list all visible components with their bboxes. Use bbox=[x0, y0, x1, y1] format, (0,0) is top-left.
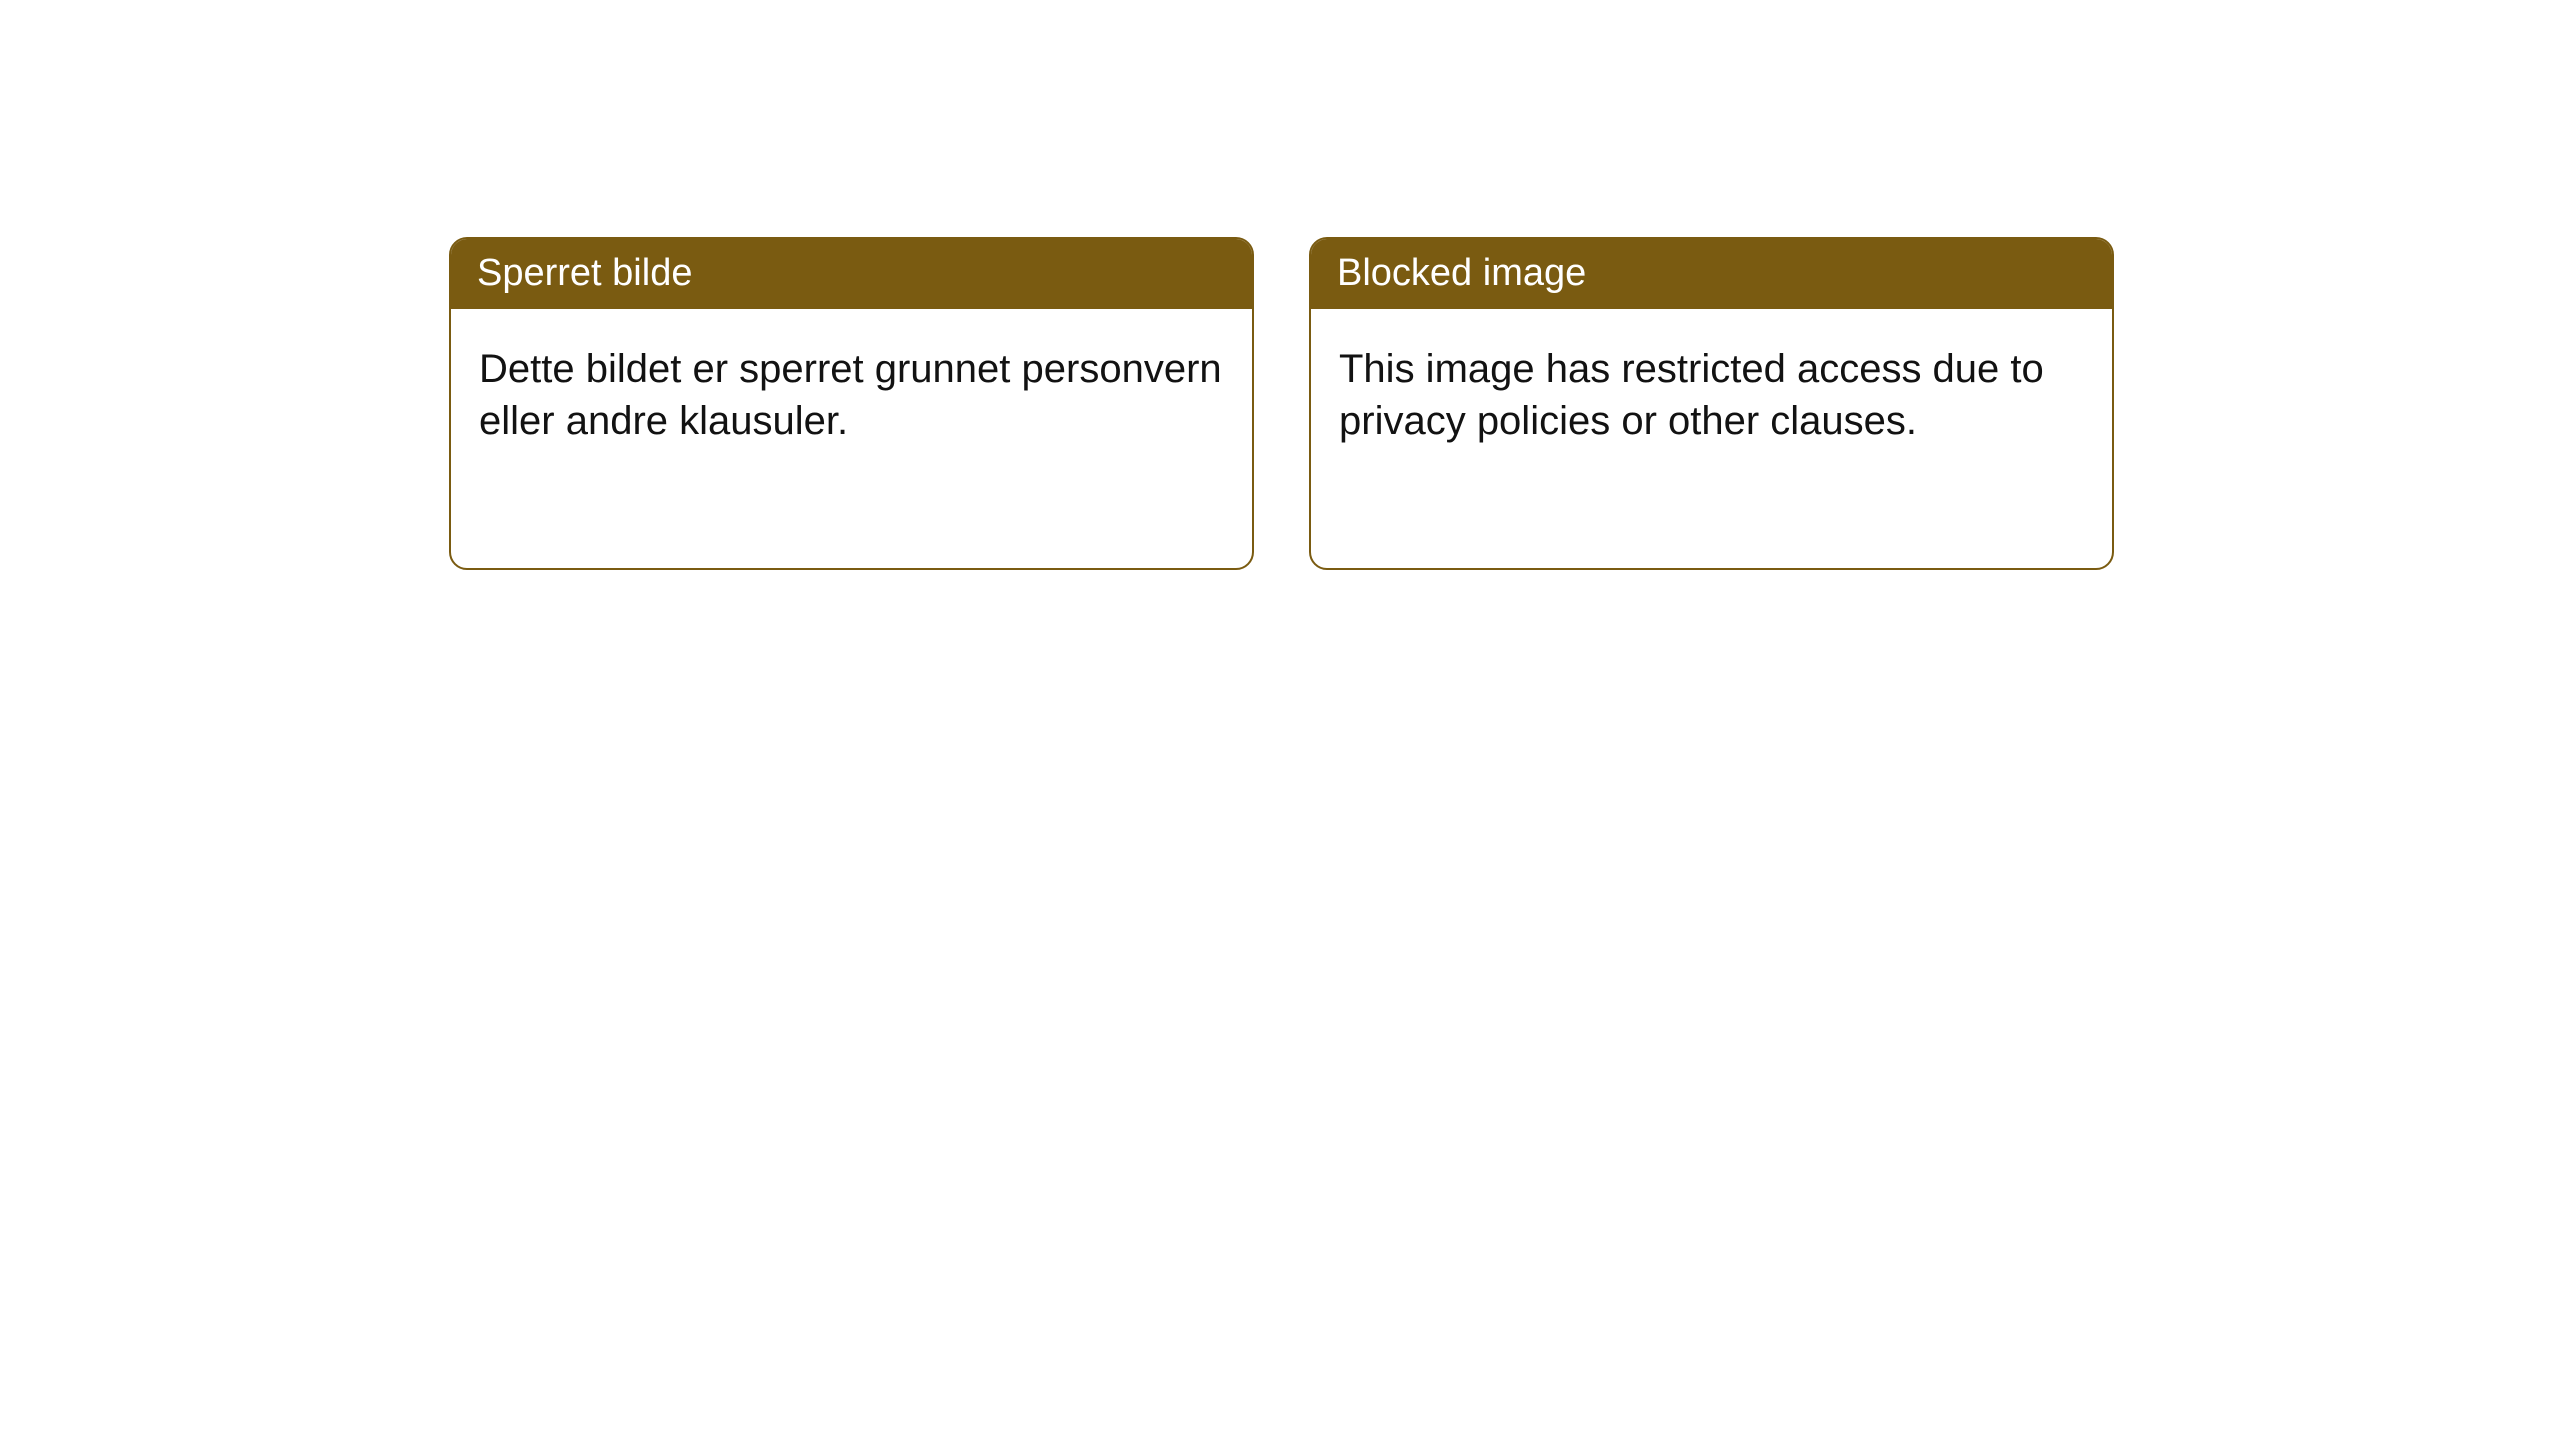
blocked-image-notices: Sperret bilde Dette bildet er sperret gr… bbox=[449, 237, 2114, 570]
blocked-image-card-en: Blocked image This image has restricted … bbox=[1309, 237, 2114, 570]
blocked-image-card-no: Sperret bilde Dette bildet er sperret gr… bbox=[449, 237, 1254, 570]
blocked-image-card-message: This image has restricted access due to … bbox=[1311, 309, 2112, 481]
blocked-image-card-title: Sperret bilde bbox=[451, 239, 1252, 309]
blocked-image-card-message: Dette bildet er sperret grunnet personve… bbox=[451, 309, 1252, 481]
blocked-image-card-title: Blocked image bbox=[1311, 239, 2112, 309]
